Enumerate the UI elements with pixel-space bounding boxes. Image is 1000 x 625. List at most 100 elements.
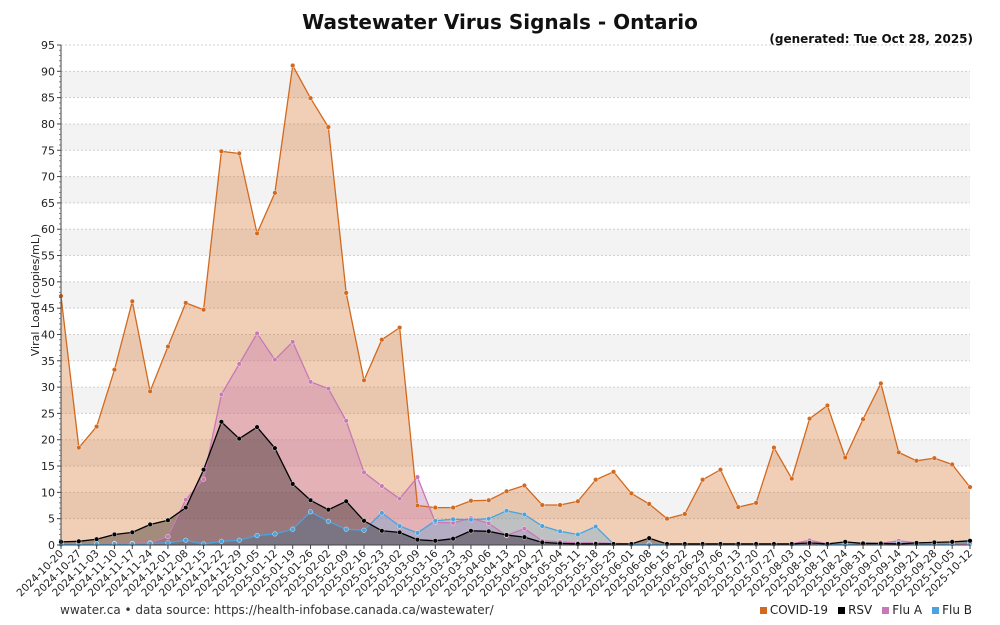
data-point-covid-19[interactable]: [789, 476, 795, 482]
data-point-covid-19[interactable]: [575, 498, 581, 504]
data-point-flu-a[interactable]: [308, 379, 314, 385]
data-point-flu-b[interactable]: [254, 533, 260, 539]
data-point-flu-b[interactable]: [521, 511, 527, 517]
data-point-rsv[interactable]: [147, 521, 153, 527]
data-point-covid-19[interactable]: [521, 483, 527, 489]
data-point-covid-19[interactable]: [379, 337, 385, 343]
data-point-covid-19[interactable]: [949, 461, 955, 467]
data-point-rsv[interactable]: [842, 539, 848, 545]
data-point-flu-a[interactable]: [521, 526, 527, 532]
data-point-flu-a[interactable]: [290, 339, 296, 345]
data-point-flu-b[interactable]: [325, 518, 331, 524]
data-point-rsv[interactable]: [308, 497, 314, 503]
data-point-rsv[interactable]: [949, 539, 955, 545]
data-point-flu-b[interactable]: [379, 510, 385, 516]
data-point-covid-19[interactable]: [76, 445, 82, 451]
data-point-flu-b[interactable]: [361, 527, 367, 533]
data-point-covid-19[interactable]: [824, 403, 830, 409]
data-point-covid-19[interactable]: [967, 484, 973, 490]
data-point-flu-b[interactable]: [414, 530, 420, 536]
data-point-rsv[interactable]: [165, 517, 171, 523]
data-point-flu-b[interactable]: [593, 524, 599, 530]
data-point-rsv[interactable]: [76, 538, 82, 544]
data-point-covid-19[interactable]: [860, 416, 866, 422]
data-point-covid-19[interactable]: [611, 469, 617, 475]
data-point-covid-19[interactable]: [682, 511, 688, 517]
data-point-covid-19[interactable]: [771, 445, 777, 451]
data-point-covid-19[interactable]: [807, 416, 813, 422]
data-point-flu-b[interactable]: [290, 526, 296, 532]
data-point-flu-a[interactable]: [254, 330, 260, 336]
data-point-covid-19[interactable]: [557, 502, 563, 508]
data-point-flu-a[interactable]: [272, 357, 278, 363]
data-point-covid-19[interactable]: [753, 500, 759, 506]
data-point-rsv[interactable]: [254, 424, 260, 430]
data-point-covid-19[interactable]: [308, 95, 314, 101]
data-point-covid-19[interactable]: [165, 344, 171, 350]
data-point-rsv[interactable]: [486, 528, 492, 534]
data-point-flu-a[interactable]: [397, 496, 403, 502]
data-point-rsv[interactable]: [236, 436, 242, 442]
data-point-rsv[interactable]: [646, 535, 652, 541]
data-point-flu-b[interactable]: [432, 518, 438, 524]
data-point-rsv[interactable]: [539, 539, 545, 545]
data-point-covid-19[interactable]: [111, 367, 117, 373]
data-point-rsv[interactable]: [94, 536, 100, 542]
data-point-covid-19[interactable]: [646, 501, 652, 507]
data-point-flu-b[interactable]: [486, 516, 492, 522]
data-point-flu-a[interactable]: [361, 469, 367, 475]
data-point-flu-b[interactable]: [397, 523, 403, 529]
data-point-covid-19[interactable]: [468, 498, 474, 504]
data-point-flu-b[interactable]: [236, 537, 242, 543]
data-point-rsv[interactable]: [521, 534, 527, 540]
data-point-covid-19[interactable]: [325, 124, 331, 130]
data-point-covid-19[interactable]: [414, 503, 420, 509]
data-point-flu-b[interactable]: [183, 537, 189, 543]
data-point-rsv[interactable]: [343, 498, 349, 504]
data-point-covid-19[interactable]: [717, 467, 723, 473]
data-point-rsv[interactable]: [504, 532, 510, 538]
data-point-covid-19[interactable]: [129, 298, 135, 304]
data-point-flu-a[interactable]: [379, 483, 385, 489]
data-point-flu-a[interactable]: [486, 520, 492, 526]
data-point-rsv[interactable]: [379, 528, 385, 534]
data-point-rsv[interactable]: [931, 539, 937, 545]
data-point-covid-19[interactable]: [842, 455, 848, 461]
data-point-rsv[interactable]: [397, 529, 403, 535]
data-point-covid-19[interactable]: [504, 488, 510, 494]
data-point-flu-a[interactable]: [414, 474, 420, 480]
data-point-covid-19[interactable]: [593, 477, 599, 483]
data-point-rsv[interactable]: [967, 538, 973, 544]
data-point-flu-a[interactable]: [165, 534, 171, 540]
data-point-rsv[interactable]: [450, 536, 456, 542]
data-point-covid-19[interactable]: [290, 63, 296, 69]
data-point-flu-b[interactable]: [343, 526, 349, 532]
data-point-rsv[interactable]: [414, 537, 420, 543]
data-point-covid-19[interactable]: [878, 380, 884, 386]
data-point-rsv[interactable]: [272, 445, 278, 451]
data-point-flu-a[interactable]: [325, 386, 331, 392]
data-point-rsv[interactable]: [111, 531, 117, 537]
data-point-rsv[interactable]: [361, 518, 367, 524]
data-point-covid-19[interactable]: [94, 424, 100, 430]
data-point-rsv[interactable]: [201, 467, 207, 473]
data-point-flu-b[interactable]: [468, 517, 474, 523]
data-point-rsv[interactable]: [183, 505, 189, 511]
data-point-covid-19[interactable]: [914, 458, 920, 464]
data-point-rsv[interactable]: [129, 529, 135, 535]
data-point-rsv[interactable]: [218, 419, 224, 425]
data-point-flu-b[interactable]: [308, 509, 314, 515]
data-point-flu-b[interactable]: [557, 528, 563, 534]
data-point-covid-19[interactable]: [397, 325, 403, 331]
data-point-flu-b[interactable]: [575, 531, 581, 537]
data-point-flu-b[interactable]: [504, 508, 510, 514]
data-point-flu-a[interactable]: [201, 476, 207, 482]
data-point-covid-19[interactable]: [183, 300, 189, 306]
data-point-covid-19[interactable]: [147, 388, 153, 394]
data-point-flu-a[interactable]: [183, 497, 189, 503]
data-point-covid-19[interactable]: [361, 377, 367, 383]
data-point-flu-b[interactable]: [272, 531, 278, 537]
data-point-covid-19[interactable]: [931, 455, 937, 461]
data-point-covid-19[interactable]: [432, 505, 438, 511]
data-point-covid-19[interactable]: [664, 516, 670, 522]
